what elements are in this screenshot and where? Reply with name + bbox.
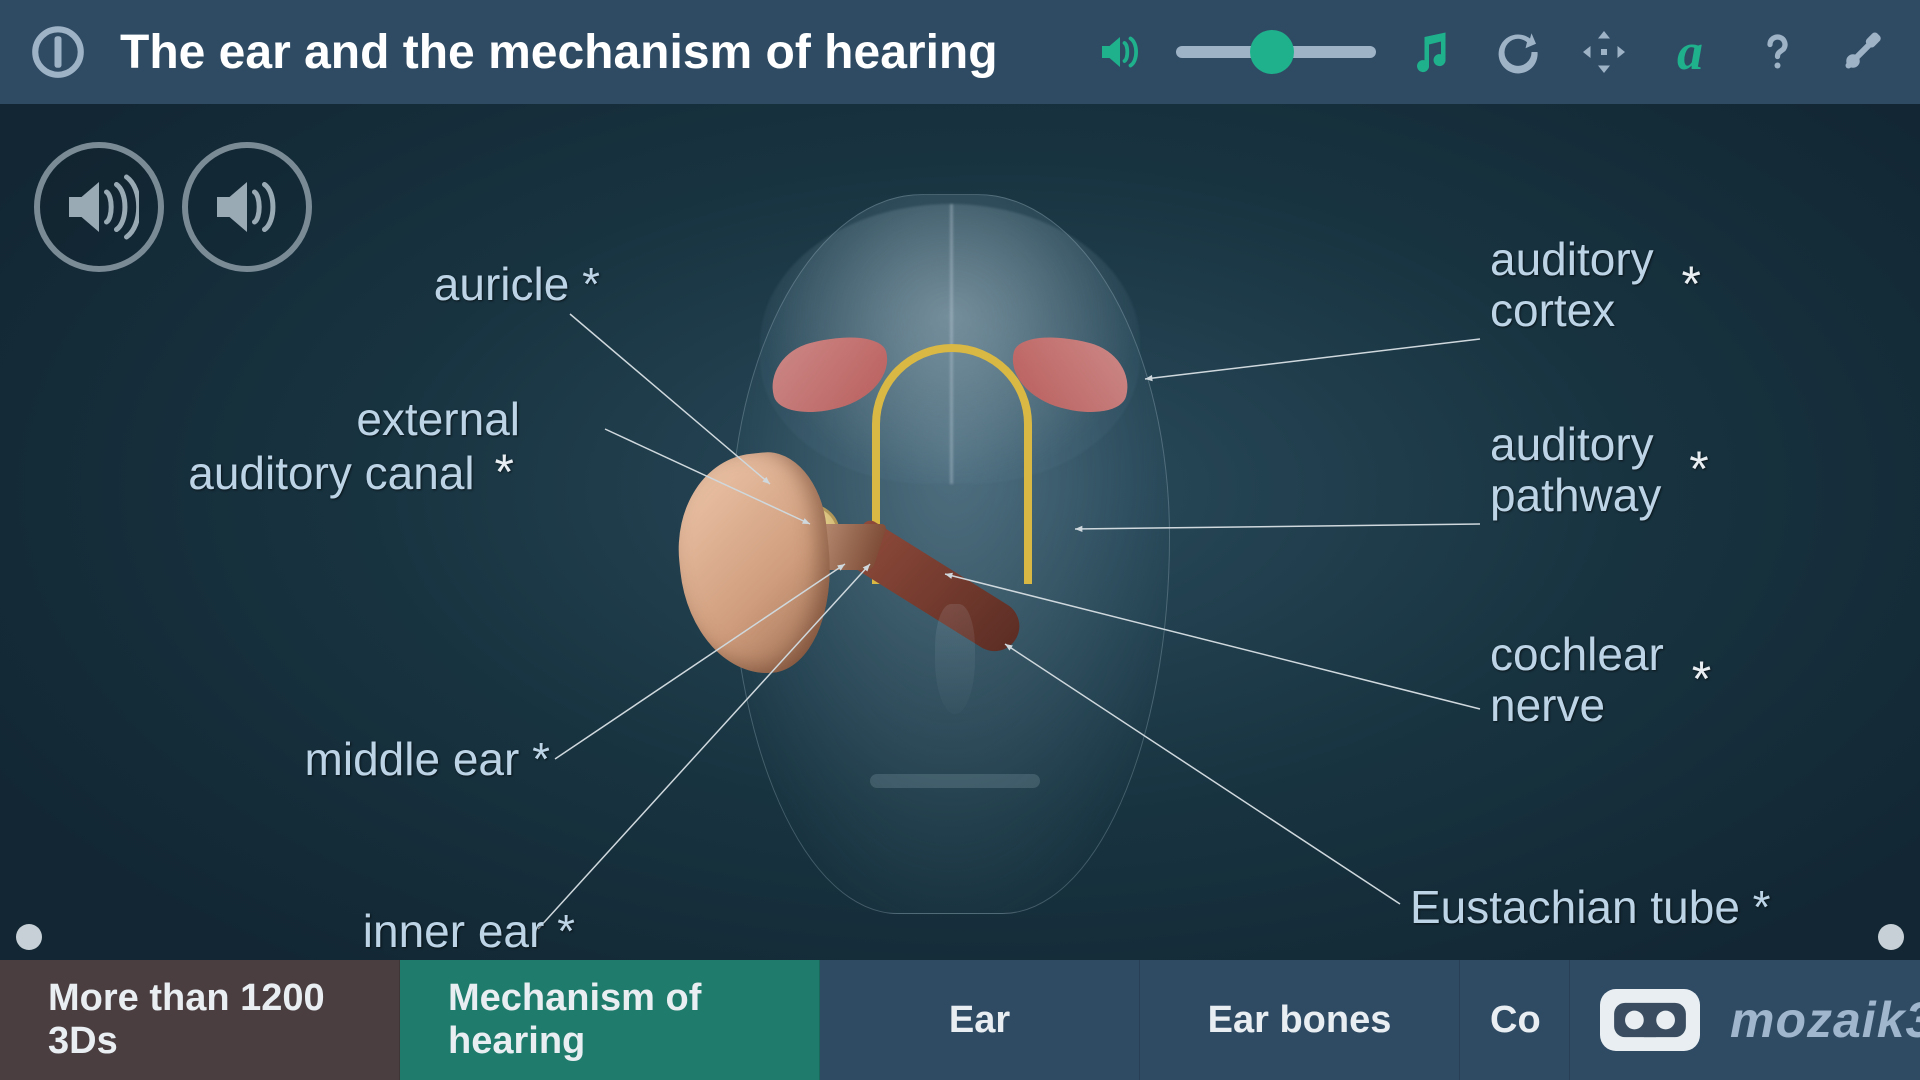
label-eustachian_tube[interactable]: Eustachian tube * (1410, 882, 1771, 933)
vr-icon[interactable] (1600, 989, 1700, 1051)
tab-cochlea-partial[interactable]: Co (1460, 960, 1570, 1080)
label-auditory_pathway[interactable]: auditory pathway * (1490, 419, 1715, 520)
settings-icon[interactable] (1832, 22, 1892, 82)
anatomy-illustration (640, 134, 1260, 954)
reload-icon[interactable] (1488, 22, 1548, 82)
annotations-icon[interactable]: a (1660, 22, 1720, 82)
label-middle_ear[interactable]: middle ear * (305, 734, 550, 785)
page-title: The ear and the mechanism of hearing (120, 25, 998, 80)
label-external_canal[interactable]: external auditory canal * (188, 394, 520, 500)
brand-logo: mozaik3D (1730, 991, 1920, 1049)
info-icon[interactable] (28, 22, 88, 82)
bottom-tabs: More than 1200 3Ds Mechanism of hearing … (0, 960, 1920, 1080)
label-cochlear_nerve[interactable]: cochlear nerve * (1490, 629, 1717, 730)
topbar: The ear and the mechanism of hearing a (0, 0, 1920, 104)
label-inner_ear[interactable]: inner ear * (363, 906, 575, 957)
tab-mechanism-of-hearing[interactable]: Mechanism of hearing (400, 960, 820, 1080)
prev-scene-dot[interactable] (16, 924, 42, 950)
volume-slider[interactable] (1176, 46, 1376, 58)
scene-3d-viewport[interactable]: auricle * external auditory canal * middle… (0, 104, 1920, 960)
move-icon[interactable] (1574, 22, 1634, 82)
narration-speaker-1[interactable] (34, 142, 164, 272)
tab-ear-bones[interactable]: Ear bones (1140, 960, 1460, 1080)
volume-thumb[interactable] (1250, 30, 1294, 74)
tab-ear[interactable]: Ear (820, 960, 1140, 1080)
next-scene-dot[interactable] (1878, 924, 1904, 950)
music-icon[interactable] (1402, 22, 1462, 82)
narration-speaker-2[interactable] (182, 142, 312, 272)
label-auricle[interactable]: auricle * (434, 259, 600, 310)
tabs-right-cluster: mozaik3D (1570, 960, 1920, 1080)
tab-promo[interactable]: More than 1200 3Ds (0, 960, 400, 1080)
label-auditory_cortex[interactable]: auditory cortex * (1490, 234, 1707, 335)
help-icon[interactable] (1746, 22, 1806, 82)
volume-icon[interactable] (1090, 22, 1150, 82)
